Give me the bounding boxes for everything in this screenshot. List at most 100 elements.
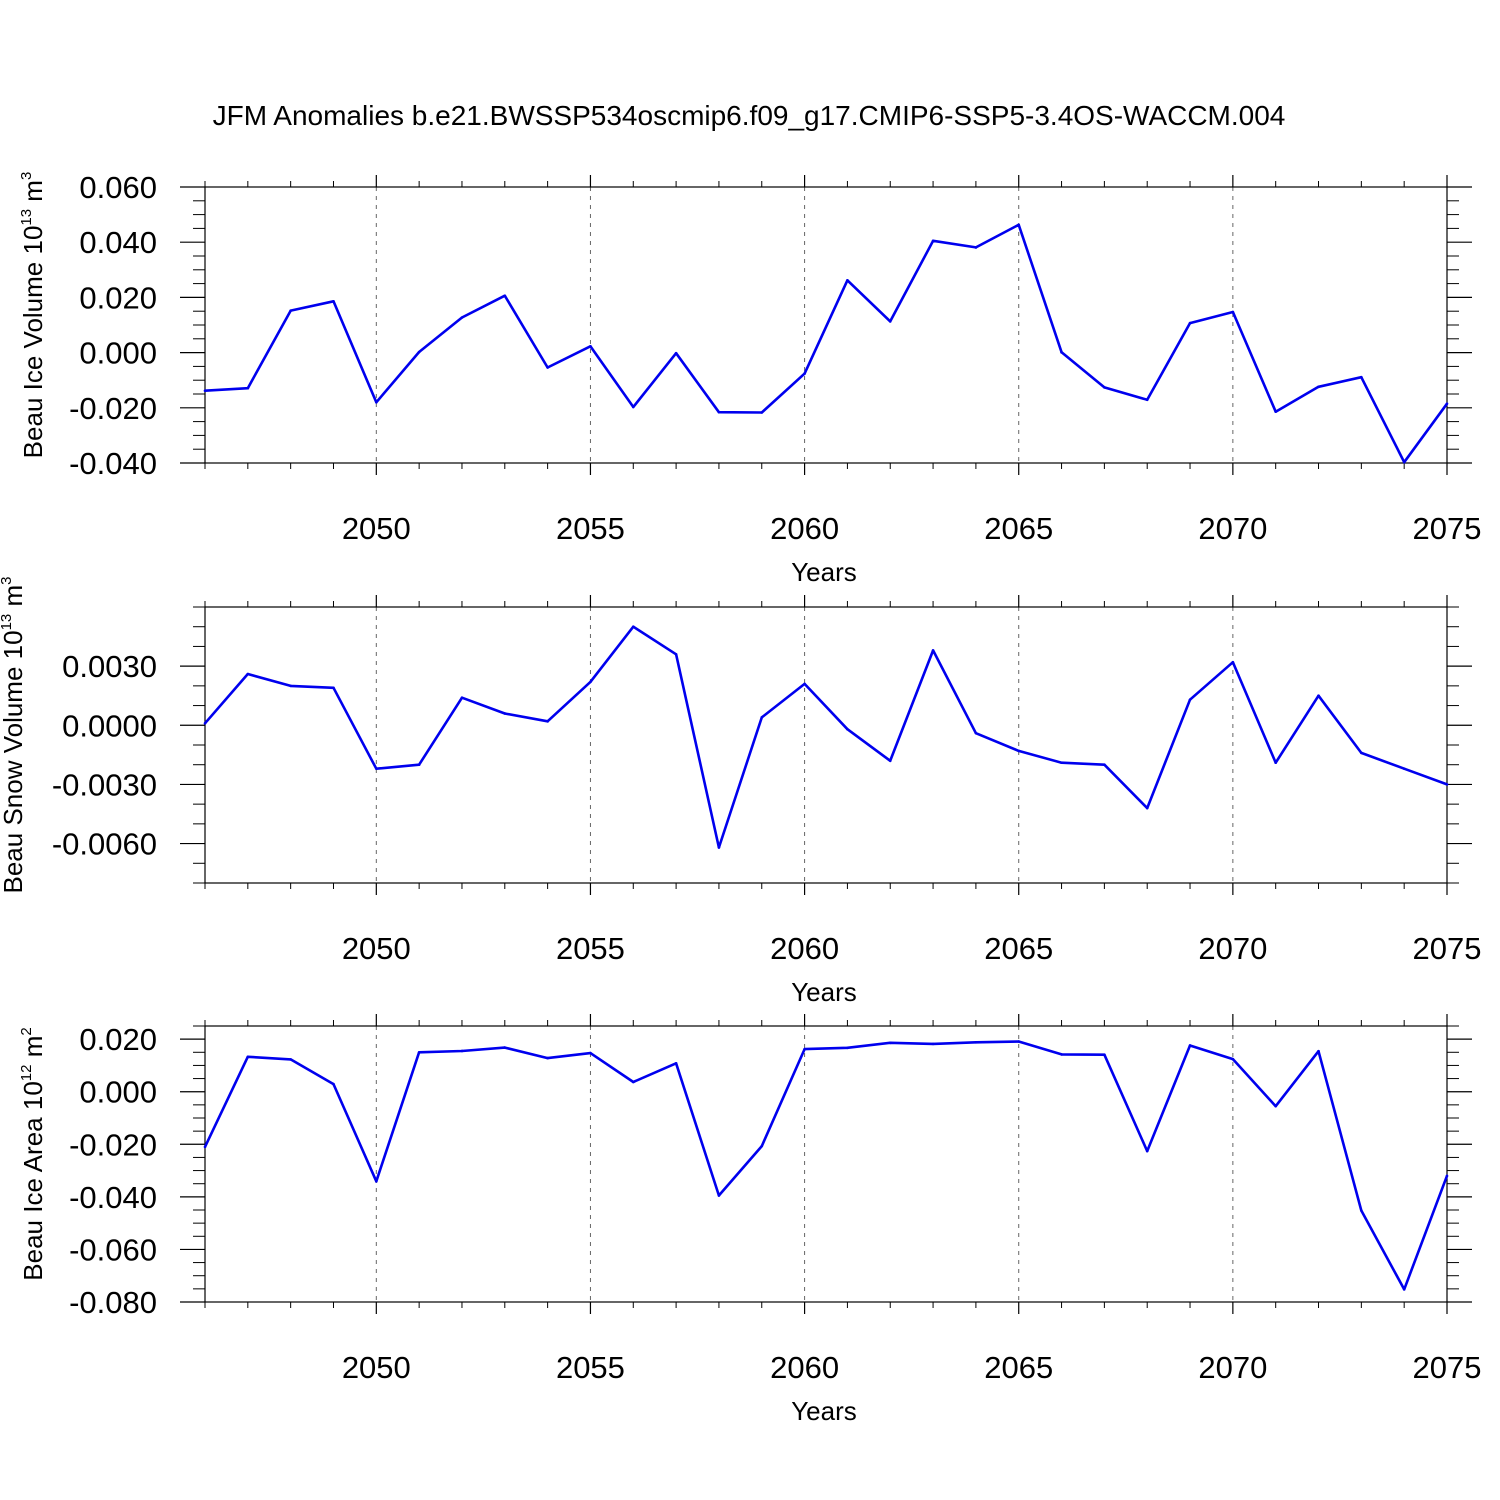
- axis-ticks: [180, 595, 1472, 895]
- data-point-2074: [1402, 767, 1406, 770]
- y-tick-label: -0.0030: [52, 767, 157, 802]
- data-point-2073: [1360, 1209, 1363, 1212]
- data-point-2065: [1017, 749, 1021, 753]
- data-point-2071: [1274, 1104, 1277, 1108]
- data-point-2061: [846, 1046, 849, 1050]
- data-point-2060: [803, 682, 806, 686]
- y-axis-title-unit: m: [0, 585, 28, 614]
- data-point-2058: [717, 410, 721, 414]
- x-tick-label: 2075: [1413, 931, 1482, 966]
- ice-area-series-line: [203, 1040, 1449, 1291]
- data-point-2069: [1188, 321, 1192, 325]
- data-point-2046: [203, 722, 207, 725]
- data-point-2055: [589, 680, 592, 684]
- data-point-2054: [546, 720, 549, 723]
- data-point-2058: [717, 846, 721, 849]
- axis-ticks: [180, 1014, 1472, 1314]
- data-point-2064: [974, 1040, 978, 1044]
- y-axis-title-unit: m: [18, 1036, 48, 1065]
- data-point-2069: [1188, 1044, 1192, 1047]
- data-point-2047: [246, 672, 250, 676]
- data-point-2070: [1231, 660, 1235, 664]
- vertical-gridlines: [375, 607, 1234, 883]
- plot-frame: [204, 606, 1448, 884]
- y-axis-title-unit-exponent: 2: [18, 1027, 35, 1035]
- data-point-2063: [931, 649, 935, 652]
- data-point-2052: [460, 1049, 464, 1053]
- data-point-2066: [1060, 1053, 1063, 1056]
- x-tick-label: 2065: [984, 511, 1053, 546]
- data-point-2055: [589, 1051, 592, 1055]
- x-tick-label: 2060: [770, 511, 839, 546]
- x-tick-labels: 2050 2055 2060 2065 2070 2075: [342, 931, 1482, 966]
- data-point-2058: [717, 1194, 721, 1197]
- data-point-2074: [1402, 460, 1406, 464]
- data-point-2049: [332, 686, 335, 690]
- data-point-2056: [631, 625, 635, 629]
- data-point-2051: [417, 1050, 421, 1054]
- data-point-2059: [760, 411, 764, 414]
- data-point-2063: [931, 239, 935, 243]
- x-tick-label: 2060: [770, 1350, 839, 1385]
- y-tick-label: 0.020: [79, 1022, 157, 1057]
- y-axis-title-text: Beau Snow Volume 10: [0, 630, 28, 893]
- x-tick-label: 2050: [342, 931, 411, 966]
- x-tick-label: 2075: [1413, 1350, 1482, 1385]
- data-point-2056: [631, 405, 635, 409]
- y-axis-title-unit-exponent: 3: [0, 577, 15, 585]
- data-point-2053: [503, 1046, 507, 1049]
- x-axis-title: Years: [791, 557, 857, 587]
- data-point-2062: [888, 759, 892, 763]
- data-point-2072: [1317, 1049, 1320, 1053]
- x-tick-label: 2060: [770, 931, 839, 966]
- data-point-2067: [1103, 763, 1106, 767]
- vertical-gridlines: [375, 187, 1234, 463]
- data-point-2073: [1360, 751, 1363, 755]
- x-tick-label: 2065: [984, 931, 1053, 966]
- data-point-2047: [246, 386, 250, 390]
- plot-frame: [204, 186, 1448, 464]
- data-point-2075: [1445, 1174, 1449, 1178]
- axis-ticks: [180, 175, 1472, 475]
- data-point-2054: [546, 366, 549, 369]
- data-point-2067: [1103, 386, 1106, 389]
- y-tick-label: 0.020: [79, 280, 157, 315]
- data-point-2066: [1060, 351, 1063, 354]
- data-point-2049: [332, 1082, 335, 1086]
- y-axis-title-text: Beau Ice Area 10: [18, 1081, 48, 1280]
- y-axis-title-text: Beau Ice Volume 10: [18, 226, 48, 459]
- data-point-2054: [546, 1056, 549, 1060]
- data-point-2070: [1231, 310, 1235, 314]
- y-tick-label: 0.0030: [62, 649, 157, 684]
- y-tick-label: 0.000: [79, 336, 157, 371]
- x-tick-label: 2070: [1198, 1350, 1267, 1385]
- data-points: [203, 1040, 1449, 1291]
- figure-title: JFM Anomalies b.e21.BWSSP534oscmip6.f09_…: [213, 100, 1286, 131]
- y-tick-label: -0.0060: [52, 827, 157, 862]
- plot-frame: [204, 1025, 1448, 1303]
- data-point-2060: [803, 1047, 806, 1051]
- data-point-2064: [974, 246, 978, 249]
- data-points: [203, 223, 1449, 464]
- data-point-2065: [1017, 223, 1021, 227]
- data-point-2057: [674, 351, 678, 355]
- data-point-2066: [1060, 761, 1063, 765]
- data-point-2050: [375, 767, 378, 770]
- x-tick-label: 2070: [1198, 931, 1267, 966]
- data-point-2068: [1145, 806, 1149, 810]
- data-point-2050: [375, 1180, 378, 1183]
- data-point-2067: [1103, 1053, 1106, 1056]
- data-point-2061: [846, 278, 849, 282]
- data-point-2048: [289, 309, 292, 312]
- y-axis-title-exponent: 13: [18, 209, 35, 226]
- data-point-2075: [1445, 402, 1449, 405]
- data-points: [203, 625, 1449, 849]
- data-point-2046: [203, 1145, 207, 1149]
- y-tick-labels: -0.040 -0.020 0.000 0.020 0.040 0.060: [69, 170, 157, 481]
- x-tick-label: 2050: [342, 511, 411, 546]
- x-tick-label: 2055: [556, 511, 625, 546]
- x-tick-label: 2050: [342, 1350, 411, 1385]
- data-point-2065: [1017, 1040, 1021, 1043]
